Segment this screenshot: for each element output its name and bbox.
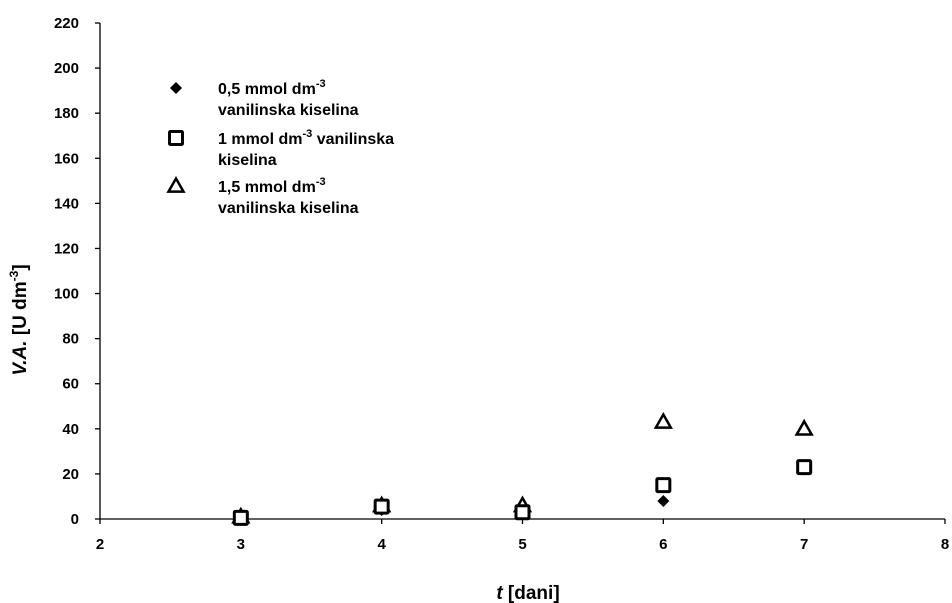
y-tick-label: 40 — [62, 421, 79, 438]
data-point-series-3 — [794, 418, 814, 436]
y-tick-label: 100 — [54, 286, 79, 303]
data-point-series-2 — [514, 504, 531, 521]
y-tick-label: 140 — [54, 195, 79, 212]
data-points — [231, 412, 814, 526]
data-point-series-2 — [232, 509, 249, 526]
x-tick-label: 8 — [941, 536, 949, 553]
y-tick-label: 160 — [54, 150, 79, 167]
tick-labels: 0 20 40 60 80 100 120 140 160 180 200 220 2 3 4 5 6 7 8 — [54, 15, 949, 553]
data-point-series-2 — [796, 459, 813, 476]
legend-entry-1: 0,5 mmol dm-3 vanilinska kiselina — [170, 78, 359, 119]
legend-entry-2: 1 mmol dm-3 vanilinska kiselina — [168, 128, 394, 169]
data-point-series-2 — [373, 498, 390, 515]
legend-label: vanilinska kiselina — [218, 102, 359, 119]
y-tick-label: 120 — [54, 240, 79, 257]
y-tick-label: 180 — [54, 105, 79, 122]
y-tick-label: 60 — [62, 376, 79, 393]
axis-titles: t [dani] V.A. [U dm-3] — [7, 264, 560, 603]
legend-label: 0,5 mmol dm-3 — [218, 78, 326, 98]
legend-label: 1,5 mmol dm-3 — [218, 176, 326, 196]
x-axis-title: t [dani] — [496, 583, 559, 603]
legend: 0,5 mmol dm-3 vanilinska kiselina 1 mmol d… — [166, 78, 394, 217]
legend-marker-3 — [166, 175, 186, 193]
legend-label: kiselina — [218, 152, 277, 169]
legend-entry-3: 1,5 mmol dm-3 vanilinska kiselina — [166, 175, 359, 217]
x-tick-label: 2 — [96, 536, 104, 553]
x-tick-label: 7 — [800, 536, 808, 553]
y-tick-label: 80 — [62, 331, 79, 348]
y-tick-label: 20 — [62, 466, 79, 483]
x-tick-label: 3 — [237, 536, 245, 553]
legend-label: 1 mmol dm-3 vanilinska — [218, 128, 394, 148]
x-tick-label: 4 — [377, 536, 386, 553]
legend-marker-2 — [168, 130, 184, 146]
data-point-series-2 — [655, 477, 672, 494]
x-tick-label: 5 — [518, 536, 526, 553]
y-tick-label: 200 — [54, 60, 79, 77]
y-tick-label: 0 — [71, 511, 79, 528]
legend-label: vanilinska kiselina — [218, 200, 359, 217]
data-point-series-3 — [653, 412, 673, 429]
y-tick-label: 220 — [54, 15, 79, 32]
x-tick-label: 6 — [659, 536, 667, 553]
axes — [95, 22, 946, 524]
data-point-series-1 — [657, 494, 670, 507]
y-axis-title: V.A. [U dm-3] — [7, 264, 31, 375]
legend-marker-1 — [170, 82, 182, 94]
